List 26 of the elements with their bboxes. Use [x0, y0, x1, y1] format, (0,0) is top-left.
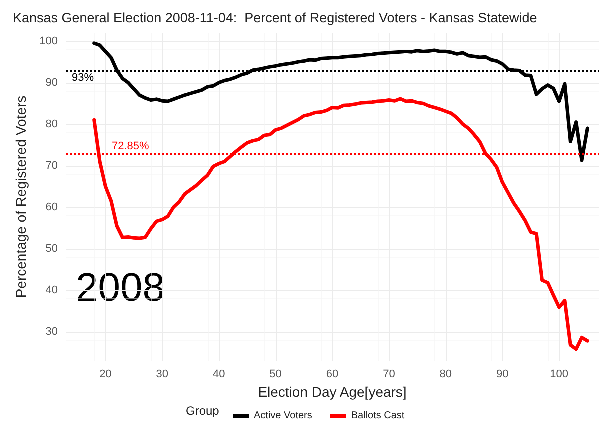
- ref-line-label: 72.85%: [112, 140, 150, 153]
- x-axis-title: Election Day Age[years]: [258, 384, 407, 400]
- x-tick-label: 60: [326, 368, 339, 380]
- x-tick-label: 70: [383, 368, 396, 380]
- annotation: 2008: [76, 266, 165, 310]
- x-tick-label: 90: [496, 368, 509, 380]
- ref-line-label: 93%: [72, 72, 94, 84]
- x-tick-label: 30: [156, 368, 169, 380]
- x-tick-label: 20: [100, 368, 112, 380]
- x-tick-label: 50: [270, 368, 282, 380]
- y-tick-label: 30: [46, 326, 58, 338]
- x-tick-label: 100: [550, 368, 568, 380]
- y-tick-label: 70: [46, 160, 58, 172]
- y-tick-label: 40: [46, 284, 58, 296]
- y-tick-label: 50: [46, 242, 58, 255]
- x-tick-label: 80: [440, 368, 452, 380]
- y-tick-label: 100: [40, 35, 58, 48]
- legend-title: Group: [186, 404, 220, 418]
- x-tick-label: 40: [212, 368, 226, 380]
- legend-label: Ballots Cast: [351, 410, 405, 422]
- y-tick-label: 90: [46, 76, 58, 89]
- y-axis-title: Percentage of Registered Voters: [13, 96, 29, 298]
- y-tick-label: 80: [46, 118, 58, 130]
- chart-title: Kansas General Election 2008-11-04: Percent of Registered Voters - Kansas Statewide: [13, 10, 538, 26]
- legend-label: Active Voters: [254, 410, 312, 422]
- y-tick-label: 60: [46, 201, 58, 214]
